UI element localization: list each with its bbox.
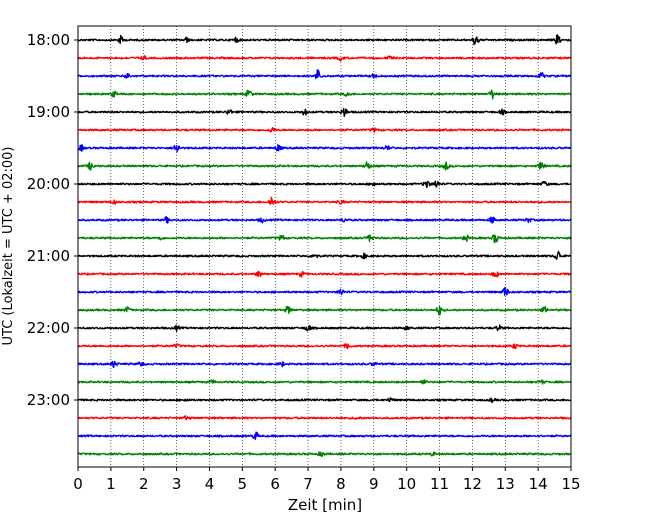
- trace-1800: [77, 34, 572, 45]
- trace-2000: [77, 180, 572, 189]
- x-tick-label: 4: [205, 475, 215, 493]
- y-tick-label: 23:00: [27, 391, 70, 409]
- trace-1830: [77, 69, 572, 80]
- trace-2330: [77, 431, 572, 440]
- trace-1815: [77, 55, 572, 62]
- x-tick-label: 9: [369, 475, 379, 493]
- trace-2230: [77, 360, 572, 369]
- trace-2345: [77, 451, 572, 458]
- x-tick-label: 7: [303, 475, 313, 493]
- trace-2045: [77, 234, 572, 244]
- trace-1945: [77, 161, 572, 171]
- x-tick-label: 8: [336, 475, 346, 493]
- trace-1845: [77, 89, 572, 100]
- trace-1900: [77, 107, 572, 118]
- trace-2115: [77, 270, 572, 278]
- x-tick-label: 14: [529, 475, 548, 493]
- y-tick-label: 18:00: [27, 31, 70, 49]
- plot-frame: [77, 25, 572, 468]
- trace-2145: [77, 305, 572, 316]
- x-axis-label: Zeit [min]: [288, 496, 362, 514]
- x-tick-label: 0: [73, 475, 83, 493]
- trace-2245: [77, 379, 572, 385]
- trace-2130: [77, 286, 572, 296]
- x-tick-label: 3: [172, 475, 182, 493]
- trace-1930: [77, 144, 572, 153]
- trace-2215: [77, 342, 572, 350]
- trace-2100: [77, 250, 572, 260]
- trace-1915: [77, 127, 572, 133]
- y-tick-label: 21:00: [27, 247, 70, 265]
- y-axis-label: UTC (Lokalzeit = UTC + 02:00): [1, 147, 16, 346]
- y-axis: 18:00 19:00 20:00 21:00 22:00 23:00: [27, 31, 78, 409]
- y-tick-label: 22:00: [27, 319, 70, 337]
- x-axis: 0 1 2 3 4 5 6 7 8 9 10 11 12 13 14 15: [73, 467, 581, 493]
- trace-2300: [77, 397, 572, 404]
- x-tick-label: 11: [430, 475, 449, 493]
- x-tick-label: 10: [397, 475, 416, 493]
- y-tick-label: 20:00: [27, 175, 70, 193]
- x-tick-label: 2: [139, 475, 149, 493]
- x-tick-label: 6: [270, 475, 280, 493]
- x-tick-label: 5: [238, 475, 248, 493]
- trace-2030: [77, 215, 572, 224]
- x-tick-label: 13: [496, 475, 515, 493]
- x-tick-label: 1: [106, 475, 116, 493]
- trace-2315: [77, 415, 572, 421]
- x-tick-label: 12: [463, 475, 482, 493]
- trace-2200: [77, 324, 572, 332]
- trace-layer: [77, 34, 572, 458]
- trace-2015: [77, 196, 572, 205]
- y-tick-label: 19:00: [27, 103, 70, 121]
- x-tick-label: 15: [561, 475, 580, 493]
